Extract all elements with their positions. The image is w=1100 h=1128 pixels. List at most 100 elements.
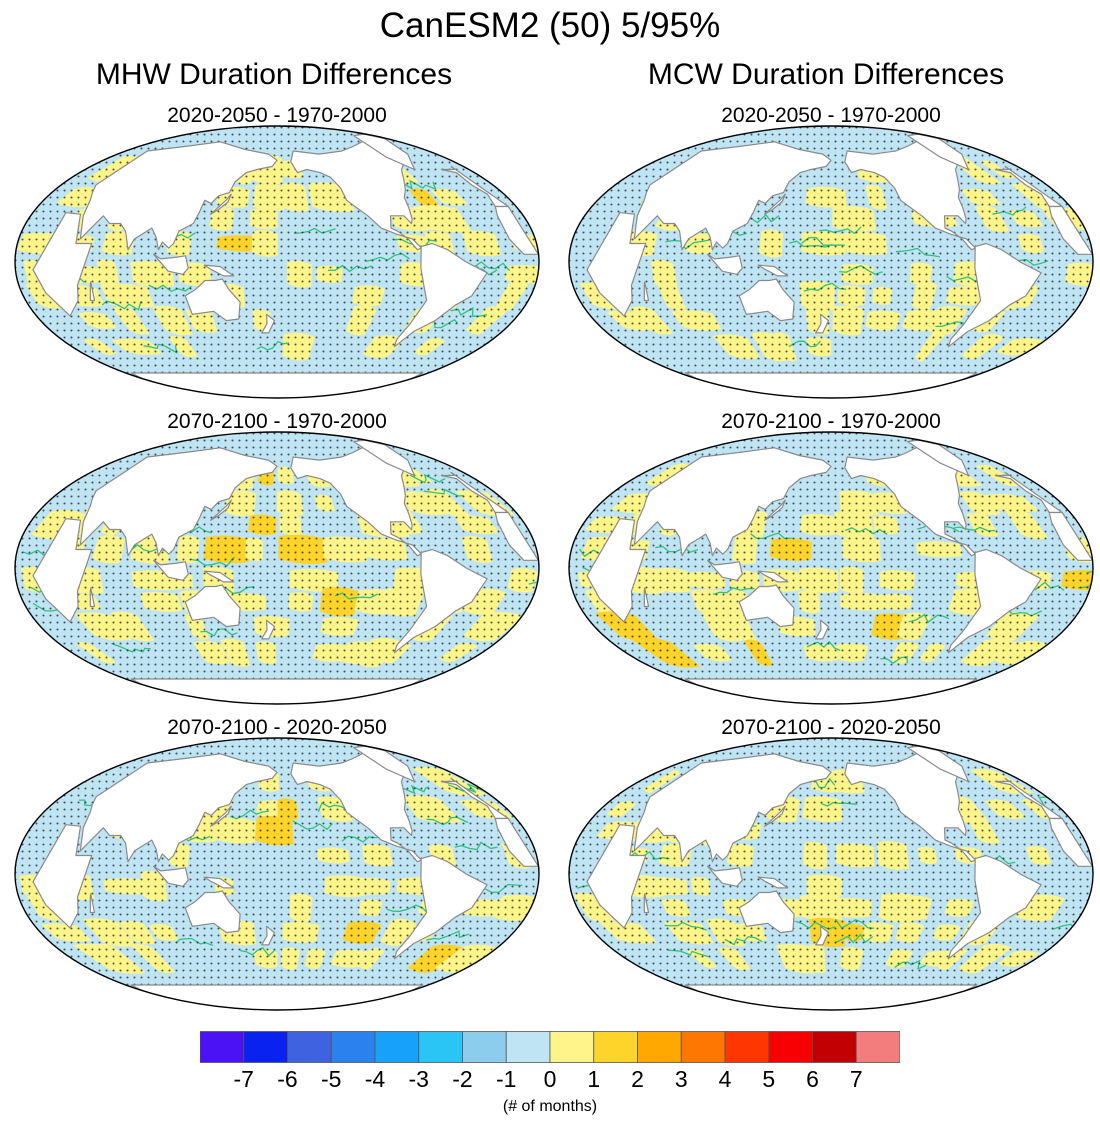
figure-title: CanESM2 (50) 5/95% xyxy=(379,6,721,45)
panel-title: 2070-2100 - 2020-2050 xyxy=(721,716,941,739)
map-panel: 2070-2100 - 1970-2000 xyxy=(566,410,1096,710)
map-panel: 2020-2050 - 1970-2000 xyxy=(566,104,1096,404)
colorbar-swatch xyxy=(418,1031,463,1063)
land-mass xyxy=(261,313,276,334)
column-title-mcw: MCW Duration Differences xyxy=(647,58,1005,91)
land-mass xyxy=(643,893,650,914)
world-map xyxy=(14,125,540,399)
land-mass xyxy=(79,447,278,557)
land-mass xyxy=(815,925,830,946)
colorbar xyxy=(200,1031,900,1063)
land-mass xyxy=(994,471,1063,514)
colorbar-tick-label: 0 xyxy=(543,1066,557,1092)
land-mass xyxy=(89,281,96,302)
colorbar-tick-label: 2 xyxy=(631,1066,644,1092)
panel-title: 2070-2100 - 2020-2050 xyxy=(167,716,387,739)
map-content xyxy=(569,432,1093,704)
land-mass xyxy=(32,824,93,929)
colorbar-swatch xyxy=(593,1031,638,1063)
land-mass xyxy=(494,511,539,561)
land-mass xyxy=(707,865,743,887)
colorbar-swatch xyxy=(680,1031,726,1063)
world-map xyxy=(568,125,1094,399)
land-mass xyxy=(261,925,276,946)
land-mass xyxy=(203,264,235,277)
colorbar-tick-label: -3 xyxy=(408,1066,429,1092)
colorbar-tick-label: -1 xyxy=(496,1066,517,1092)
land-mass xyxy=(815,313,830,334)
colorbar-swatch xyxy=(330,1031,376,1063)
colorbar-tick-label: 6 xyxy=(806,1066,819,1092)
map-border xyxy=(568,431,1094,705)
panel-title: 2070-2100 - 1970-2000 xyxy=(721,410,941,433)
land-mass xyxy=(184,584,241,628)
colorbar-tick-label: 1 xyxy=(587,1066,601,1092)
column-title-mhw: MHW Duration Differences xyxy=(95,58,453,91)
land-mass xyxy=(764,805,786,827)
land-mass xyxy=(153,253,189,275)
colorbar-tick-label: 7 xyxy=(849,1066,863,1092)
map-border xyxy=(14,737,540,1011)
map-panel: 2020-2050 - 1970-2000 xyxy=(12,104,542,404)
colorbar-swatch xyxy=(812,1031,857,1063)
panel-title: 2070-2100 - 1970-2000 xyxy=(167,410,387,433)
land-mass xyxy=(586,212,647,317)
map-panel: 2070-2100 - 2020-2050 xyxy=(12,716,542,1016)
map-content xyxy=(15,432,539,704)
colorbar-tick-label: -5 xyxy=(321,1066,342,1092)
land-mass xyxy=(633,141,832,251)
colorbar-swatch xyxy=(462,1031,507,1063)
colorbar-swatch xyxy=(200,1031,245,1063)
colorbar-swatch xyxy=(505,1031,551,1063)
land-mass xyxy=(32,212,93,317)
colorbar-swatch xyxy=(855,1031,900,1063)
map-panel: 2070-2100 - 1970-2000 xyxy=(12,410,542,710)
map-panel: 2070-2100 - 2020-2050 xyxy=(566,716,1096,1016)
map-border xyxy=(14,431,540,705)
colorbar-swatch xyxy=(287,1031,332,1063)
map-border xyxy=(568,125,1094,399)
land-mass xyxy=(203,570,235,583)
colorbar-swatch xyxy=(637,1031,682,1063)
land-mass xyxy=(184,890,241,934)
colorbar-swatch xyxy=(768,1031,813,1063)
land-mass xyxy=(994,777,1063,820)
land-mass xyxy=(947,242,1042,348)
land-mass xyxy=(393,548,488,654)
land-mass xyxy=(643,587,650,608)
map-content xyxy=(569,738,1093,1010)
land-mass xyxy=(1048,817,1093,867)
panel-title: 2020-2050 - 1970-2000 xyxy=(167,104,387,127)
land-mass xyxy=(1048,511,1093,561)
map-border xyxy=(14,125,540,399)
land-mass xyxy=(79,753,278,863)
land-mass xyxy=(633,447,832,557)
colorbar-swatch xyxy=(374,1031,420,1063)
world-map xyxy=(14,737,540,1011)
land-mass xyxy=(947,548,1042,654)
panel-title: 2020-2050 - 1970-2000 xyxy=(721,104,941,127)
land-mass xyxy=(393,854,488,960)
colorbar-tick-label: -2 xyxy=(452,1066,473,1092)
colorbar-swatch xyxy=(724,1031,770,1063)
land-mass xyxy=(440,777,509,820)
land-mass xyxy=(815,619,830,640)
colorbar-tick-label: 4 xyxy=(718,1066,732,1092)
land-mass xyxy=(757,876,789,889)
colorbar-swatch xyxy=(243,1031,288,1063)
land-mass xyxy=(79,141,278,251)
land-mass xyxy=(210,805,232,827)
land-mass xyxy=(707,253,743,275)
land-mass xyxy=(89,587,96,608)
world-map xyxy=(14,431,540,705)
land-mass xyxy=(947,854,1042,960)
land-mass xyxy=(440,165,509,208)
land-mass xyxy=(89,893,96,914)
land-mass xyxy=(643,281,650,302)
land-mass xyxy=(757,264,789,277)
map-content xyxy=(15,126,539,398)
land-mass xyxy=(757,570,789,583)
world-map xyxy=(568,737,1094,1011)
world-map xyxy=(568,431,1094,705)
land-mass xyxy=(261,619,276,640)
